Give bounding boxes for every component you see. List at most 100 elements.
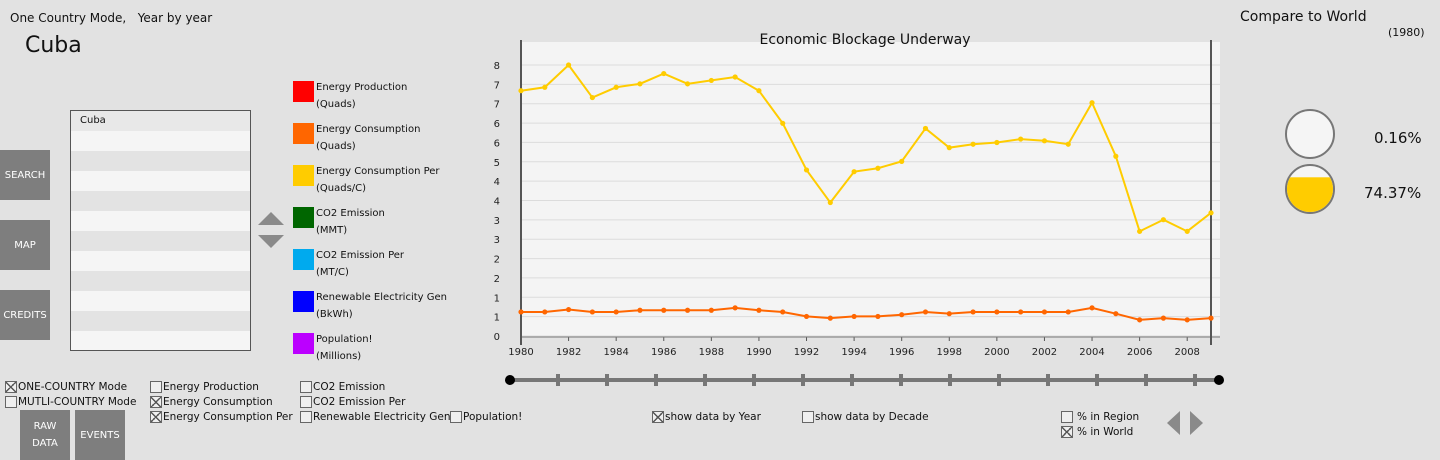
data-point (708, 77, 714, 84)
data-point (661, 70, 667, 77)
percent-in-world-checkbox[interactable]: % in World (1061, 426, 1133, 438)
timeline-tick (850, 374, 854, 386)
data-point (1018, 136, 1024, 142)
data-point (732, 305, 738, 311)
x-tick-label: 2004 (1079, 347, 1104, 358)
data-point (1018, 309, 1024, 315)
data-point (827, 315, 833, 321)
y-tick-label: 7 (494, 100, 500, 111)
country-list-item[interactable] (71, 271, 250, 291)
compare-year: (1980) (1388, 26, 1425, 39)
next-arrow-icon[interactable] (1190, 411, 1203, 435)
legend-swatch (293, 249, 314, 270)
legend-label: Renewable Electricity Gen (BkWh) (316, 292, 447, 320)
x-tick-label: 1988 (699, 347, 724, 358)
legend-swatch (293, 333, 314, 354)
data-point (1184, 317, 1190, 323)
checkbox-box[interactable] (1061, 426, 1073, 438)
checkbox-box[interactable] (652, 411, 664, 423)
country-list[interactable]: Cuba (70, 110, 251, 351)
gauge-fill (1287, 177, 1333, 212)
data-point (1089, 100, 1095, 106)
country-list-item[interactable] (71, 211, 250, 231)
checkbox-box[interactable] (300, 381, 312, 393)
scroll-down-arrow-icon[interactable] (258, 235, 284, 248)
data-point (1160, 315, 1167, 321)
credits-button[interactable]: CREDITS (0, 290, 50, 340)
timeline-tick (1095, 374, 1099, 386)
energy-production-checkbox[interactable]: Energy Production (150, 381, 259, 393)
country-list-item[interactable] (71, 231, 250, 251)
timeline-start-handle[interactable] (505, 375, 515, 385)
co2-emission-per-checkbox[interactable]: CO2 Emission Per (300, 396, 405, 408)
checkbox-box[interactable] (300, 396, 312, 408)
y-tick-label: 0 (494, 332, 500, 343)
multi-country-mode-checkbox[interactable]: MUTLI-COUNTRY Mode (5, 396, 136, 408)
x-tick-label: 1990 (746, 347, 771, 358)
country-list-item[interactable] (71, 311, 250, 331)
y-tick-label: 1 (494, 313, 500, 324)
y-tick-label: 3 (494, 216, 500, 227)
data-point (780, 120, 786, 126)
timeline-tick (801, 374, 805, 386)
country-list-item[interactable] (71, 251, 250, 271)
checkbox-box[interactable] (1061, 411, 1073, 423)
energy-consumption-per-checkbox[interactable]: Energy Consumption Per (150, 411, 293, 423)
mode-label: One Country Mode, Year by year (10, 11, 213, 25)
gauge-label-1: 0.16% (1374, 129, 1422, 147)
percent-in-region-checkbox[interactable]: % in Region (1061, 411, 1139, 423)
one-country-mode-checkbox[interactable]: ONE-COUNTRY Mode (5, 381, 127, 393)
timeline-tick (703, 374, 707, 386)
country-list-item[interactable] (71, 331, 250, 350)
data-point (1041, 138, 1048, 144)
map-button[interactable]: MAP (0, 220, 50, 270)
previous-arrow-icon[interactable] (1167, 411, 1180, 435)
show-by-decade-checkbox[interactable]: show data by Decade (802, 411, 929, 423)
country-list-item[interactable] (71, 171, 250, 191)
scroll-up-arrow-icon[interactable] (258, 212, 284, 225)
data-point (756, 307, 762, 313)
data-point (827, 199, 833, 206)
population-checkbox[interactable]: Population! (450, 411, 522, 423)
checkbox-box[interactable] (5, 396, 17, 408)
country-list-item[interactable] (71, 151, 250, 171)
checkbox-box[interactable] (5, 381, 17, 393)
x-tick-label: 1982 (556, 347, 581, 358)
data-point (637, 81, 643, 87)
compare-title: Compare to World (1240, 9, 1367, 25)
co2-emission-checkbox[interactable]: CO2 Emission (300, 381, 385, 393)
checkbox-box[interactable] (802, 411, 814, 423)
checkbox-box[interactable] (150, 381, 162, 393)
line-chart: Economic Blockage Underway 0 1 1 2 2 3 3 4 4 5 6 6 7 7… (494, 32, 1224, 386)
data-point (565, 62, 572, 68)
energy-consumption-checkbox[interactable]: Energy Consumption (150, 396, 273, 408)
checkbox-box[interactable] (150, 411, 162, 423)
country-list-item[interactable]: Cuba (71, 111, 250, 131)
search-button[interactable]: SEARCH (0, 150, 50, 200)
checkbox-box[interactable] (450, 411, 462, 423)
data-point (875, 313, 881, 320)
data-point (875, 165, 881, 171)
data-point (613, 309, 619, 315)
x-tick-label: 2000 (984, 347, 1009, 358)
renewable-electricity-checkbox[interactable]: Renewable Electricity Gen (300, 411, 451, 423)
checkbox-box[interactable] (150, 396, 162, 408)
y-tick-label: 4 (494, 177, 500, 188)
country-list-item[interactable] (71, 131, 250, 151)
y-tick-label: 3 (494, 235, 500, 246)
country-list-item[interactable] (71, 191, 250, 211)
timeline-end-handle[interactable] (1214, 375, 1224, 385)
checkbox-box[interactable] (300, 411, 312, 423)
timeline-tick (1193, 374, 1197, 386)
x-tick-label: 1984 (603, 347, 628, 358)
country-list-item[interactable] (71, 291, 250, 311)
legend-label: CO2 Emission (MMT) (316, 208, 385, 236)
timeline-tick (605, 374, 609, 386)
show-by-year-checkbox[interactable]: show data by Year (652, 411, 761, 423)
events-button[interactable]: EVENTS (75, 410, 125, 460)
data-point (851, 169, 857, 175)
raw-data-button[interactable]: RAW DATA (20, 410, 70, 460)
data-point (542, 84, 548, 90)
x-tick-label: 2006 (1127, 347, 1152, 358)
y-tick-label: 6 (494, 119, 500, 130)
